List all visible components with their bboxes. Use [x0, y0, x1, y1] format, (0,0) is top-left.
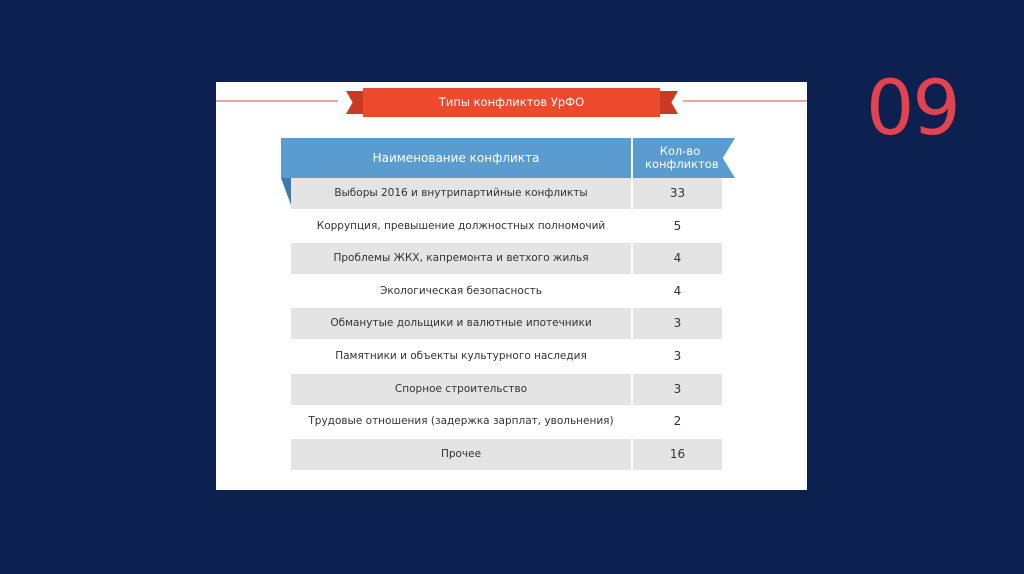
banner-ribbon-right — [656, 91, 678, 114]
conflict-count: 5 — [673, 218, 682, 233]
header-fold — [281, 178, 291, 205]
conflict-name: Памятники и объекты культурного наследия — [335, 350, 587, 362]
conflict-count: 3 — [673, 349, 682, 363]
conflict-count: 4 — [673, 283, 682, 298]
conflict-count: 16 — [633, 438, 722, 470]
header-count-label: Кол-во конфликтов — [645, 144, 719, 171]
conflict-count: 4 — [633, 243, 722, 275]
conflict-name: Трудовые отношения (задержка зарплат, ув… — [308, 415, 614, 428]
banner-ribbon-left — [346, 91, 368, 114]
header-count: Кол-во конфликтов — [633, 138, 735, 178]
conflict-count: 2 — [673, 414, 682, 429]
conflict-name: Выборы 2016 и внутрипартийные конфликты — [291, 178, 631, 209]
divider-right — [683, 100, 807, 102]
divider-left — [216, 100, 338, 102]
conflict-name: Проблемы ЖКХ, капремонта и ветхого жилья — [291, 243, 631, 275]
slide-panel: Типы конфликтов УрФО Наименование конфли… — [216, 82, 807, 490]
conflict-count: 33 — [633, 178, 722, 209]
slide-number: 09 — [866, 63, 961, 152]
conflict-name: Обманутые дольщики и валютные ипотечники — [291, 308, 631, 340]
header-name: Наименование конфликта — [281, 138, 631, 178]
conflict-name: Спорное строительство — [291, 373, 631, 405]
conflict-name: Прочее — [291, 438, 631, 470]
conflict-name: Коррупция, превышение должностных полном… — [316, 219, 606, 232]
conflict-count: 3 — [633, 308, 722, 340]
slide-title: Типы конфликтов УрФО — [363, 88, 660, 117]
conflict-name: Экологическая безопасность — [380, 284, 542, 297]
conflict-count: 3 — [633, 373, 722, 405]
